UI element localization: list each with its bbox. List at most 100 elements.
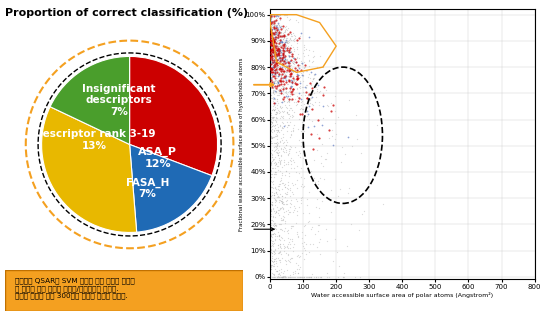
Point bbox=[266, 225, 274, 230]
Point bbox=[275, 27, 284, 32]
Point bbox=[274, 50, 283, 55]
Point bbox=[268, 53, 276, 58]
Point bbox=[284, 48, 293, 53]
Point bbox=[275, 238, 284, 243]
Point bbox=[273, 65, 281, 70]
Point bbox=[379, 202, 387, 207]
Point bbox=[279, 214, 287, 219]
Point bbox=[282, 110, 291, 115]
Point bbox=[289, 208, 298, 213]
Point bbox=[267, 211, 275, 216]
Point bbox=[268, 182, 277, 187]
Point bbox=[274, 78, 282, 83]
Point bbox=[269, 274, 278, 279]
Point bbox=[280, 73, 288, 78]
Point bbox=[292, 18, 301, 23]
Point bbox=[289, 62, 298, 67]
Point bbox=[288, 79, 296, 84]
Point bbox=[282, 94, 291, 99]
Point bbox=[286, 173, 295, 178]
Point bbox=[275, 139, 284, 144]
Point bbox=[269, 49, 278, 54]
Point bbox=[267, 251, 276, 256]
Point bbox=[293, 185, 302, 190]
Point bbox=[289, 99, 298, 104]
Point bbox=[266, 243, 275, 248]
Point bbox=[280, 71, 288, 76]
Point bbox=[267, 25, 276, 30]
Point bbox=[276, 42, 285, 47]
Point bbox=[293, 231, 301, 236]
Point bbox=[272, 133, 281, 138]
Point bbox=[286, 135, 294, 140]
Point bbox=[266, 15, 274, 20]
Point bbox=[330, 236, 339, 241]
Point bbox=[289, 55, 298, 60]
Point bbox=[267, 50, 275, 55]
Point bbox=[274, 65, 283, 70]
Point bbox=[280, 273, 289, 278]
Point bbox=[270, 128, 279, 133]
Point bbox=[298, 73, 306, 78]
Point bbox=[270, 48, 279, 53]
Point bbox=[271, 257, 280, 262]
Point bbox=[272, 223, 281, 228]
Point bbox=[272, 29, 281, 34]
Point bbox=[275, 75, 284, 80]
Point bbox=[269, 91, 278, 96]
Point bbox=[271, 50, 280, 55]
Point bbox=[271, 89, 280, 95]
Point bbox=[293, 95, 302, 100]
Point bbox=[279, 36, 287, 41]
Point bbox=[275, 232, 284, 237]
Point bbox=[268, 26, 276, 31]
Point bbox=[269, 45, 278, 50]
Point bbox=[275, 206, 284, 211]
Point bbox=[273, 14, 282, 19]
Point bbox=[325, 128, 334, 133]
Point bbox=[269, 209, 278, 214]
Point bbox=[281, 61, 289, 66]
Point bbox=[281, 39, 289, 44]
Point bbox=[266, 12, 274, 17]
Point bbox=[287, 42, 295, 47]
Point bbox=[285, 52, 293, 57]
Point bbox=[325, 196, 334, 201]
Point bbox=[281, 86, 290, 91]
Point bbox=[309, 123, 318, 128]
Point bbox=[271, 104, 279, 109]
Point bbox=[271, 154, 279, 160]
Point bbox=[270, 58, 279, 63]
Point bbox=[276, 266, 285, 271]
Point bbox=[270, 62, 279, 67]
Point bbox=[273, 27, 282, 32]
Point bbox=[271, 214, 279, 219]
Point bbox=[284, 61, 293, 66]
Point bbox=[271, 119, 280, 124]
Point bbox=[285, 200, 294, 205]
Point bbox=[303, 125, 312, 130]
Point bbox=[285, 49, 293, 54]
Point bbox=[269, 58, 278, 63]
Point bbox=[307, 94, 316, 99]
Point bbox=[272, 55, 280, 60]
Point bbox=[280, 48, 289, 53]
Point bbox=[269, 49, 278, 54]
Point bbox=[299, 51, 307, 56]
Point bbox=[275, 249, 284, 254]
Point bbox=[285, 68, 294, 73]
Point bbox=[293, 274, 302, 279]
Point bbox=[266, 179, 275, 184]
Point bbox=[352, 113, 361, 118]
Point bbox=[272, 66, 281, 71]
Point bbox=[270, 39, 279, 44]
Point bbox=[280, 185, 289, 190]
Point bbox=[301, 92, 309, 97]
Point bbox=[273, 127, 282, 133]
Point bbox=[294, 72, 302, 77]
Point bbox=[271, 170, 279, 175]
Point bbox=[281, 85, 289, 90]
Point bbox=[272, 66, 281, 71]
Point bbox=[280, 76, 288, 81]
Point bbox=[275, 110, 284, 115]
